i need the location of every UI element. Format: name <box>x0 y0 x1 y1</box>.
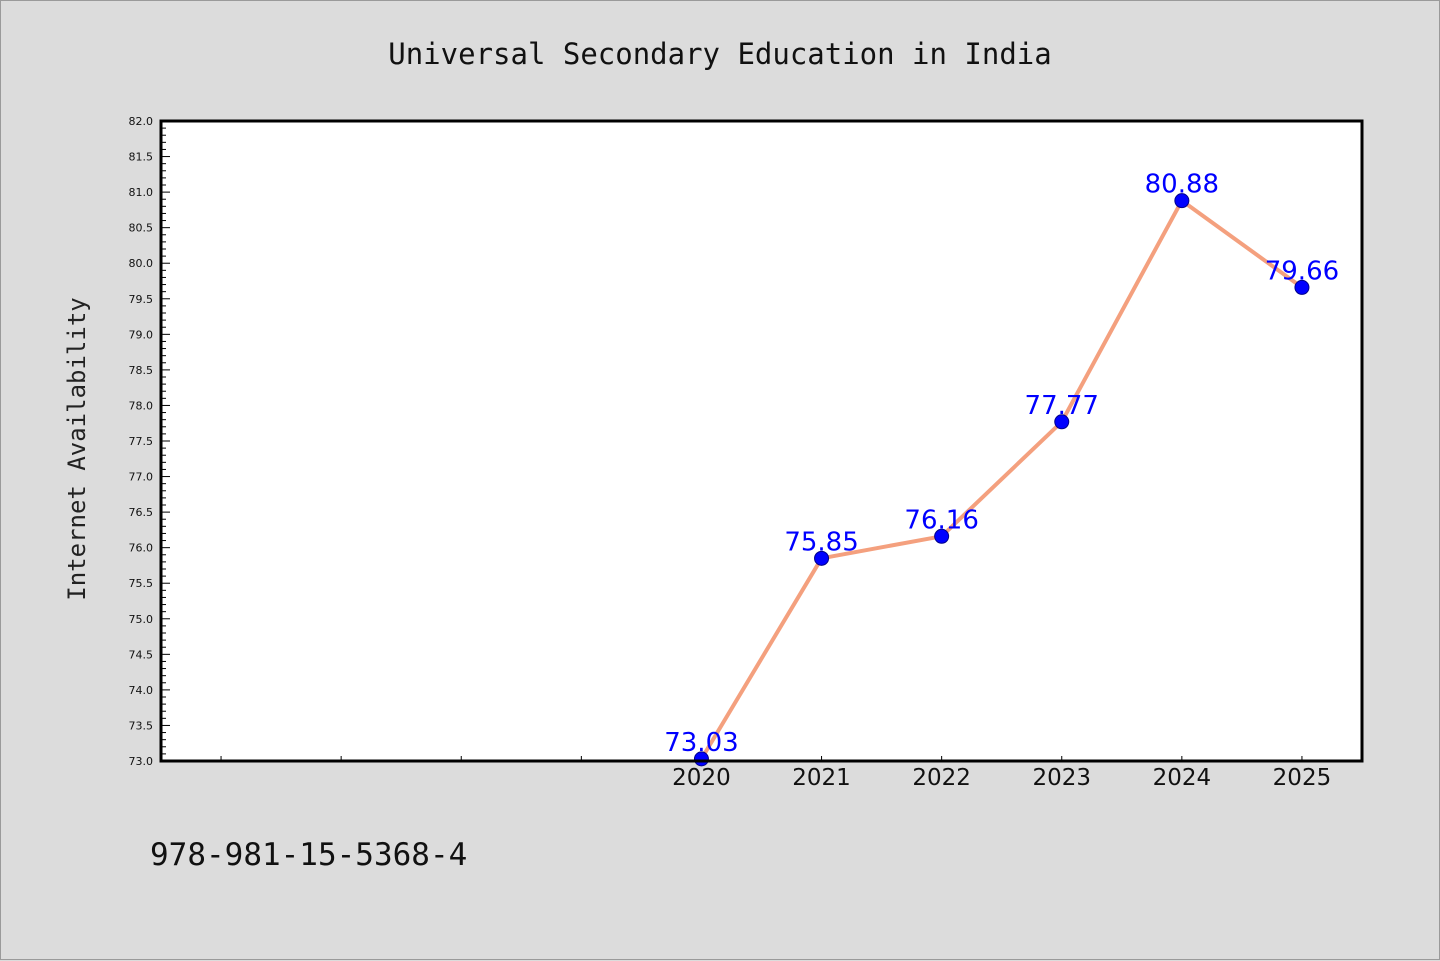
y-tick-label: 81.5 <box>129 151 154 164</box>
y-tick-label: 73.5 <box>129 719 154 732</box>
y-tick-label: 76.5 <box>129 506 154 519</box>
y-tick-label: 73.0 <box>129 755 154 768</box>
y-tick-label: 79.0 <box>129 328 154 341</box>
data-label: 76.16 <box>904 505 978 535</box>
y-tick-label: 76.0 <box>129 542 154 555</box>
data-point <box>934 528 950 544</box>
y-tick-label: 78.0 <box>129 399 154 412</box>
data-point <box>1054 414 1070 430</box>
data-point <box>1294 279 1310 295</box>
y-tick-label: 81.0 <box>129 186 154 199</box>
y-tick-label: 79.5 <box>129 293 154 306</box>
x-tick-label: 2024 <box>1153 765 1212 791</box>
y-tick-label: 74.5 <box>129 648 154 661</box>
plot-frame <box>159 119 1364 763</box>
y-tick-label: 75.0 <box>129 613 154 626</box>
y-axis-label: Internet Availability <box>63 297 91 600</box>
x-tick-label: 2021 <box>792 765 851 791</box>
y-tick-label: 82.0 <box>129 115 154 128</box>
x-tick-label: 2023 <box>1032 765 1091 791</box>
x-tick-label: 2025 <box>1273 765 1332 791</box>
y-tick-label: 77.5 <box>129 435 154 448</box>
chart-title: Universal Secondary Education in India <box>388 37 1051 71</box>
x-tick-label: 2022 <box>912 765 971 791</box>
plot-area <box>161 121 1362 761</box>
data-label: 80.88 <box>1145 170 1219 200</box>
y-tick-label: 80.5 <box>129 222 154 235</box>
data-label: 73.03 <box>664 728 738 758</box>
data-label: 75.85 <box>784 527 858 557</box>
y-tick-label: 78.5 <box>129 364 154 377</box>
x-axis-ticks: 2020 2021 2022 2023 2024 2025 <box>220 756 1332 791</box>
series-line <box>699 198 1304 761</box>
y-tick-label: 75.5 <box>129 577 154 590</box>
y-tick-label: 74.0 <box>129 684 154 697</box>
isbn-label: 978-981-15-5368-4 <box>150 837 467 873</box>
x-tick-label: 2020 <box>672 765 731 791</box>
y-tick-label: 77.0 <box>129 471 154 484</box>
data-point <box>814 550 830 566</box>
series-group: 73.03 75.85 76.16 77.77 80.88 79.66 <box>664 170 1339 767</box>
data-point <box>1174 193 1190 209</box>
y-tick-label: 80.0 <box>129 257 154 270</box>
data-label: 77.77 <box>1025 391 1099 421</box>
data-label: 79.66 <box>1265 256 1339 286</box>
y-axis-ticks: 73.0 73.5 74.0 74.5 75.0 75.5 76.0 76.5 77.0 77.5… <box>129 115 170 768</box>
